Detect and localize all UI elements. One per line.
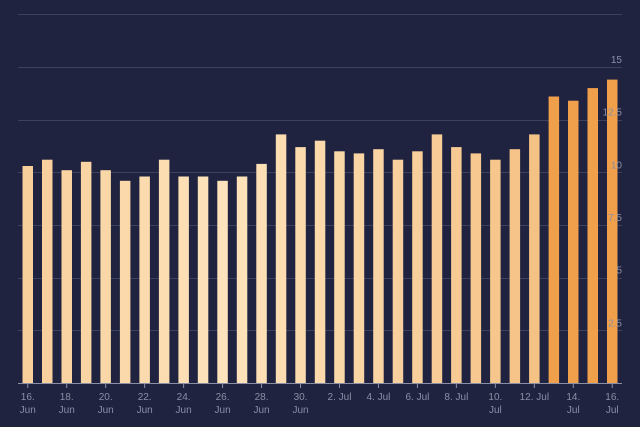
x-tick-label: 16. Jun [20, 392, 36, 416]
bar-7-jul [431, 134, 443, 383]
x-tick-label: 10. Jul [488, 392, 502, 416]
x-tick-label: 22. Jun [137, 392, 153, 416]
y-tick-label: 15 [611, 55, 623, 66]
bar-12-jul [529, 134, 540, 383]
x-tick-label: 2. Jul [328, 392, 352, 403]
bar-15-jul [587, 88, 598, 383]
y-axis-ticks: 2.5 5 7.5 10 12.5 15 [603, 55, 623, 329]
y-tick-label: 10 [611, 160, 623, 171]
bar-6-jul [412, 151, 423, 383]
y-tick-label: 12.5 [603, 108, 623, 119]
bar-29-jun [275, 134, 287, 383]
bar-18-jun [61, 170, 72, 383]
bar-8-jul [451, 147, 462, 383]
bar-27-jun [236, 176, 248, 383]
y-tick-label: 7.5 [608, 213, 622, 224]
x-tick-label: 24. Jun [176, 392, 192, 416]
bar-16-jul [607, 79, 618, 383]
bar-23-jun [158, 159, 170, 383]
bar-21-jun [119, 180, 131, 383]
bar-16-jun [22, 166, 33, 383]
bar-17-jun [42, 159, 53, 383]
bar-24-jun [178, 176, 189, 383]
bar-2-jul [334, 151, 345, 383]
x-tick-label: 30. Jun [292, 392, 308, 416]
bar-19-jun [80, 161, 92, 383]
bar-1-jul [314, 140, 326, 383]
x-tick-label: 18. Jun [59, 392, 75, 416]
y-tick-label: 5 [616, 266, 622, 277]
bar-26-jun [217, 180, 228, 383]
x-tick-label: 4. Jul [366, 392, 390, 403]
x-tick-label: 6. Jul [405, 392, 429, 403]
bars [22, 79, 618, 383]
bar-20-jun [100, 170, 111, 383]
bar-22-jun [139, 176, 150, 383]
bar-11-jul [509, 149, 521, 383]
x-tick-label: 28. Jun [253, 392, 269, 416]
x-tick-label: 20. Jun [98, 392, 114, 416]
y-tick-label: 2.5 [608, 318, 622, 329]
bar-5-jul [392, 159, 404, 383]
bar-13-jul [548, 96, 560, 383]
bar-30-jun [295, 147, 306, 383]
bar-9-jul [470, 153, 482, 383]
bar-25-jun [197, 176, 209, 383]
x-tick-label: 16. Jul [605, 392, 619, 416]
x-tick-label: 12. Jul [520, 392, 549, 403]
x-tick-label: 14. Jul [566, 392, 580, 416]
bar-3-jul [353, 153, 365, 383]
x-tick-label: 8. Jul [444, 392, 468, 403]
bar-14-jul [568, 100, 579, 383]
x-tick-label: 26. Jun [215, 392, 231, 416]
bar-10-jul [490, 159, 501, 383]
bar-28-jun [256, 163, 267, 383]
bar-4-jul [373, 149, 384, 383]
x-axis-ticks: 16. Jun 18. Jun 20. Jun 22. Jun 24. Jun 26. Jun 28. J… [20, 383, 619, 416]
